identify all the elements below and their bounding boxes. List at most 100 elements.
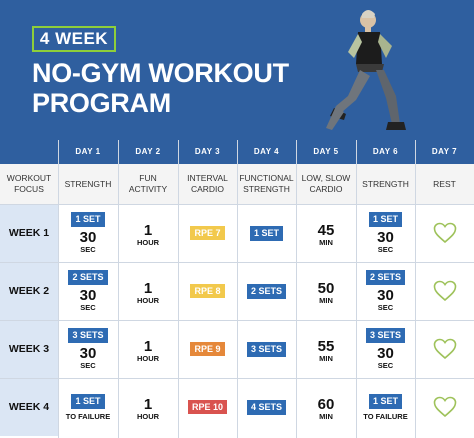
duration-unit: HOUR <box>136 237 160 247</box>
day-4-cell: 1 SET <box>237 204 296 262</box>
day-5-cell: 50 MIN <box>296 262 356 320</box>
week-label: WEEK 3 <box>0 320 58 378</box>
day-1-cell: 2 SETS 30 SEC <box>58 262 118 320</box>
duration-unit: SEC <box>80 245 96 254</box>
day-7-cell <box>415 204 474 262</box>
duration-unit: HOUR <box>136 411 160 421</box>
duration-unit: MIN <box>319 237 333 247</box>
duration-unit: MIN <box>319 353 333 363</box>
heart-icon <box>433 222 456 244</box>
workout-table: DAY 1 DAY 2 DAY 3 DAY 4 DAY 5 DAY 6 DAY … <box>0 140 474 438</box>
day-7-cell <box>415 320 474 378</box>
athlete-lunge-illustration <box>326 10 406 130</box>
heart-icon <box>433 338 456 360</box>
duration-unit: MIN <box>319 411 333 421</box>
day-2-header: DAY 2 <box>135 147 161 156</box>
day-3-cell: RPE 9 <box>178 320 237 378</box>
sets-badge: 1 SET <box>368 393 402 409</box>
duration-unit: HOUR <box>136 295 160 305</box>
day-2-cell: 1 HOUR <box>118 204 178 262</box>
day-3-cell: RPE 7 <box>178 204 237 262</box>
rpe-badge: RPE 10 <box>187 400 228 414</box>
duration-value: 60 <box>317 395 335 413</box>
focus-day-6: STRENGTH <box>362 178 409 189</box>
day-2-cell: 1 HOUR <box>118 378 178 436</box>
day-1-header: DAY 1 <box>75 147 101 156</box>
duration-value: 30 <box>377 345 394 362</box>
duration-value: 1 <box>143 279 153 297</box>
sets-badge: 1 SET <box>71 393 105 409</box>
sets-badge: 3 SETS <box>68 328 108 343</box>
day-5-cell: 55 MIN <box>296 320 356 378</box>
focus-day-5: LOW, SLOW CARDIO <box>301 173 351 194</box>
sets-badge: 1 SET <box>368 212 402 227</box>
day-7-cell <box>415 262 474 320</box>
program-title: NO-GYM WORKOUT PROGRAM <box>32 58 289 118</box>
duration-value: 30 <box>79 287 97 304</box>
duration-unit: SEC <box>377 303 394 312</box>
duration-unit: SEC <box>377 361 394 370</box>
sets-badge: 2 SETS <box>246 283 286 299</box>
day-6-cell: 2 SETS 30 SEC <box>356 262 415 320</box>
to-failure-label: TO FAILURE <box>363 411 408 421</box>
day-3-cell: RPE 10 <box>178 378 237 436</box>
sets-badge: 2 SETS <box>365 270 405 285</box>
focus-day-1: STRENGTH <box>64 178 112 189</box>
day-3-cell: RPE 8 <box>178 262 237 320</box>
day-4-cell: 3 SETS <box>237 320 296 378</box>
day-1-cell: 1 SET 30 SEC <box>58 204 118 262</box>
sets-badge: 3 SETS <box>365 328 405 343</box>
day-5-header: DAY 5 <box>313 147 339 156</box>
duration-unit: HOUR <box>136 353 160 363</box>
sets-badge: 1 SET <box>249 225 283 241</box>
sets-badge: 3 SETS <box>246 341 286 357</box>
day-5-cell: 60 MIN <box>296 378 356 436</box>
duration-unit: SEC <box>377 245 394 254</box>
day-2-cell: 1 HOUR <box>118 262 178 320</box>
day-6-cell: 1 SET TO FAILURE <box>356 378 415 436</box>
focus-day-4: FUNCTIONAL STRENGTH <box>239 173 294 194</box>
day-4-cell: 4 SETS <box>237 378 296 436</box>
duration-value: 30 <box>79 229 97 246</box>
program-title-line-1: NO-GYM WORKOUT <box>32 58 289 88</box>
duration-unit: SEC <box>80 361 96 370</box>
day-7-header: DAY 7 <box>431 147 458 156</box>
day-7-cell <box>415 378 474 436</box>
day-6-cell: 1 SET 30 SEC <box>356 204 415 262</box>
focus-day-7: REST <box>433 178 456 189</box>
duration-unit: MIN <box>319 295 333 305</box>
day-2-cell: 1 HOUR <box>118 320 178 378</box>
duration-value: 45 <box>317 221 335 239</box>
focus-day-2: FUN ACTIVITY <box>128 173 168 194</box>
week-label: WEEK 4 <box>0 378 58 436</box>
duration-value: 30 <box>377 229 394 246</box>
sets-badge: 1 SET <box>71 212 105 227</box>
duration-value: 1 <box>143 337 153 355</box>
hero-banner: 4 WEEK NO-GYM WORKOUT PROGRAM <box>0 0 474 140</box>
sets-badge: 2 SETS <box>68 270 108 285</box>
day-4-cell: 2 SETS <box>237 262 296 320</box>
day-1-cell: 1 SET TO FAILURE <box>58 378 118 436</box>
duration-value: 1 <box>143 395 153 413</box>
heart-icon <box>433 280 456 302</box>
duration-value: 55 <box>317 337 335 355</box>
day-6-cell: 3 SETS 30 SEC <box>356 320 415 378</box>
duration-value: 30 <box>79 345 97 362</box>
week-label: WEEK 1 <box>0 204 58 262</box>
program-title-line-2: PROGRAM <box>32 88 171 118</box>
workout-focus-label: WORKOUT FOCUS <box>6 173 52 194</box>
rpe-badge: RPE 9 <box>190 342 225 356</box>
rpe-badge: RPE 7 <box>190 226 225 240</box>
day-6-header: DAY 6 <box>372 147 399 156</box>
rpe-badge: RPE 8 <box>190 284 225 298</box>
day-3-header: DAY 3 <box>194 147 221 156</box>
day-4-header: DAY 4 <box>253 147 280 156</box>
duration-value: 30 <box>377 287 394 304</box>
sets-badge: 4 SETS <box>246 399 286 415</box>
duration-value: 1 <box>143 221 153 239</box>
duration-value: 50 <box>317 279 335 297</box>
program-length-badge: 4 WEEK <box>32 26 116 52</box>
day-1-cell: 3 SETS 30 SEC <box>58 320 118 378</box>
duration-unit: SEC <box>80 303 96 312</box>
focus-day-3: INTERVAL CARDIO <box>187 173 228 194</box>
